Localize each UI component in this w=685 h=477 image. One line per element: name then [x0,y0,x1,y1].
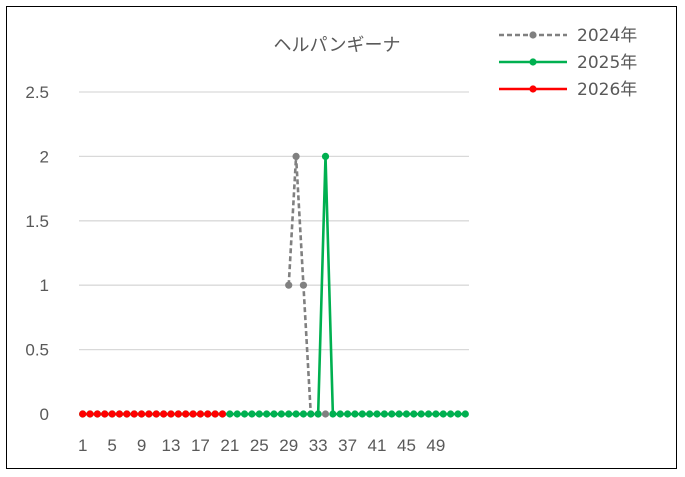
data-point-2025年 [461,410,469,418]
data-point-2025年 [321,152,330,160]
x-tick-label: 21 [220,436,239,455]
data-point-2024年 [292,152,300,160]
legend-marker [529,85,537,93]
data-point-2025年 [233,410,241,418]
data-point-2025年 [336,410,344,418]
data-point-2026年 [152,410,160,418]
x-tick-label: 9 [137,436,146,455]
data-point-2024年 [321,410,330,418]
data-point-2025年 [277,410,285,418]
x-tick-label: 1 [78,436,87,455]
x-tick-label: 37 [338,436,357,455]
data-point-2025年 [388,410,396,418]
data-point-2025年 [240,410,249,418]
data-point-2025年 [299,410,308,418]
data-point-2025年 [329,410,337,418]
chart-title: ヘルパンギーナ [274,35,401,56]
x-tick-label: 29 [279,436,298,455]
data-point-2025年 [373,410,381,418]
data-point-2026年 [93,410,101,418]
data-point-2026年 [79,410,87,418]
x-tick-label: 5 [107,436,116,455]
data-point-2024年 [285,281,293,289]
data-point-2026年 [145,410,153,418]
data-point-2025年 [366,410,374,418]
data-point-2026年 [130,410,138,418]
data-point-2026年 [160,410,168,418]
data-point-2025年 [439,410,447,418]
x-tick-label: 17 [191,436,210,455]
data-point-2026年 [123,410,131,418]
data-point-2026年 [137,410,146,418]
data-point-2025年 [417,410,425,418]
legend-marker [529,31,537,39]
data-point-2025年 [447,410,455,418]
data-point-2025年 [307,410,315,418]
y-tick-label: 1 [40,276,49,295]
data-point-2025年 [424,410,433,418]
data-point-2024年 [299,281,308,289]
legend-label: 2026年 [577,80,637,100]
data-point-2026年 [211,410,219,418]
y-tick-label: 2 [40,147,49,166]
data-point-2025年 [263,410,271,418]
legend-marker [529,58,537,66]
x-tick-label: 49 [426,436,445,455]
data-point-2026年 [174,410,182,418]
data-point-2026年 [218,410,227,418]
legend-label: 2025年 [577,53,637,73]
line-chart: 0 0.5 1 1.5 2 2.5 1 5 9 13 17 21 25 29 33 37 41 45 49 ヘルパ… [25,26,637,455]
data-point-2025年 [351,410,359,418]
data-point-2025年 [248,410,256,418]
y-tick-label: 2.5 [25,83,49,102]
data-point-2026年 [115,410,124,418]
y-tick-label: 1.5 [25,212,49,231]
x-tick-label: 45 [397,436,416,455]
data-point-2026年 [204,410,212,418]
data-point-2025年 [270,410,278,418]
data-point-2026年 [189,410,197,418]
x-tick-label: 25 [250,436,269,455]
legend-label: 2024年 [577,26,637,46]
data-point-2026年 [101,410,109,418]
y-tick-label: 0 [40,405,49,424]
data-point-2026年 [86,410,94,418]
data-point-2026年 [108,410,116,418]
data-point-2025年 [454,410,462,418]
data-point-2025年 [255,410,263,418]
data-point-2026年 [196,410,205,418]
x-tick-label: 33 [309,436,328,455]
data-point-2025年 [314,410,322,418]
chart-frame: 0 0.5 1 1.5 2 2.5 1 5 9 13 17 21 25 29 33 37 41 45 49 ヘルパ… [6,6,677,469]
data-point-2025年 [343,410,352,418]
data-point-2026年 [182,410,190,418]
x-tick-label: 41 [368,436,387,455]
data-point-2025年 [292,410,300,418]
x-tick-label: 13 [162,436,181,455]
data-point-2026年 [167,410,175,418]
data-point-2025年 [358,410,366,418]
data-point-2025年 [402,410,411,418]
data-point-2025年 [395,410,403,418]
data-point-2025年 [226,410,234,418]
data-point-2025年 [380,410,388,418]
data-point-2025年 [432,410,440,418]
y-tick-label: 0.5 [25,341,49,360]
data-point-2025年 [285,410,293,418]
data-point-2025年 [410,410,418,418]
